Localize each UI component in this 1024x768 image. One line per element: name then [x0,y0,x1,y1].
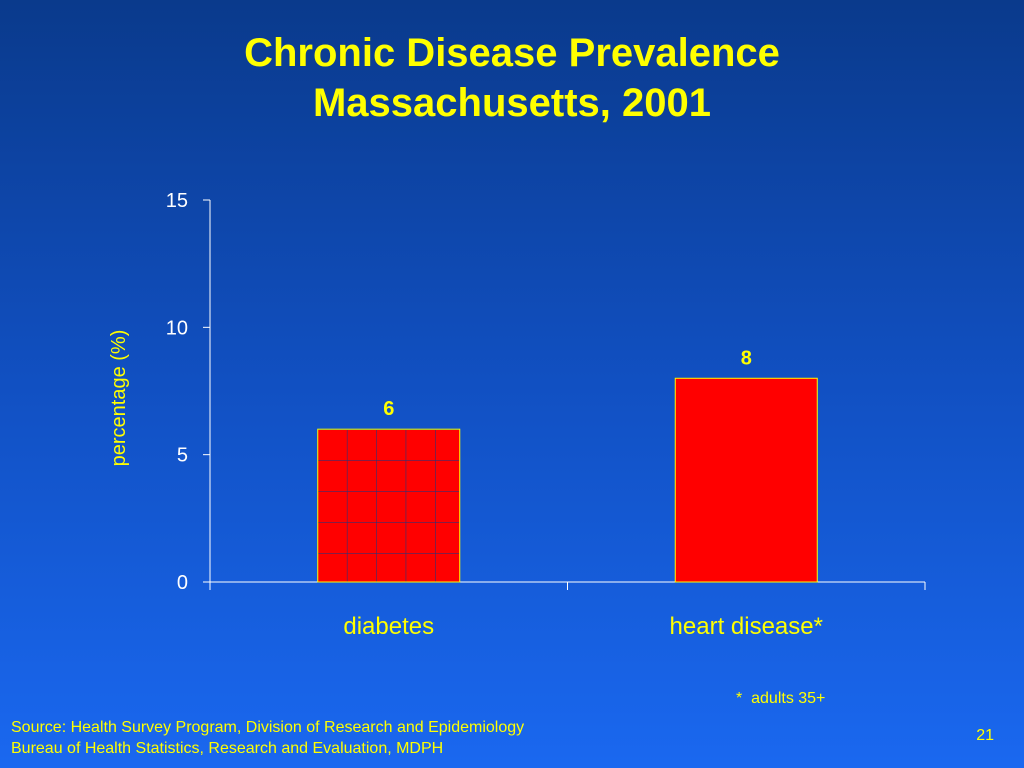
footnote: * adults 35+ [736,690,826,707]
source-line-2: Bureau of Health Statistics, Research an… [11,740,444,757]
y-tick-label: 10 [166,317,188,339]
x-category-label: diabetes [343,613,434,640]
page-number: 21 [976,727,994,744]
y-tick-label: 15 [166,190,188,212]
data-label: 8 [741,347,752,369]
y-axis-label: percentage (%) [108,330,130,467]
y-tick-label: 5 [177,445,188,467]
source-note: Source: Health Survey Program, Division … [11,717,524,759]
bar-0 [317,428,461,583]
y-tick-label: 0 [177,572,188,594]
x-category-label: heart disease* [670,613,823,640]
data-label: 6 [383,398,394,420]
title-line-2: Massachusetts, 2001 [312,81,711,125]
source-line-1: Source: Health Survey Program, Division … [11,719,525,736]
slide-title: Chronic Disease Prevalence Massachusetts… [0,28,1024,128]
title-line-1: Chronic Disease Prevalence [244,31,780,75]
bar-1 [674,377,818,583]
